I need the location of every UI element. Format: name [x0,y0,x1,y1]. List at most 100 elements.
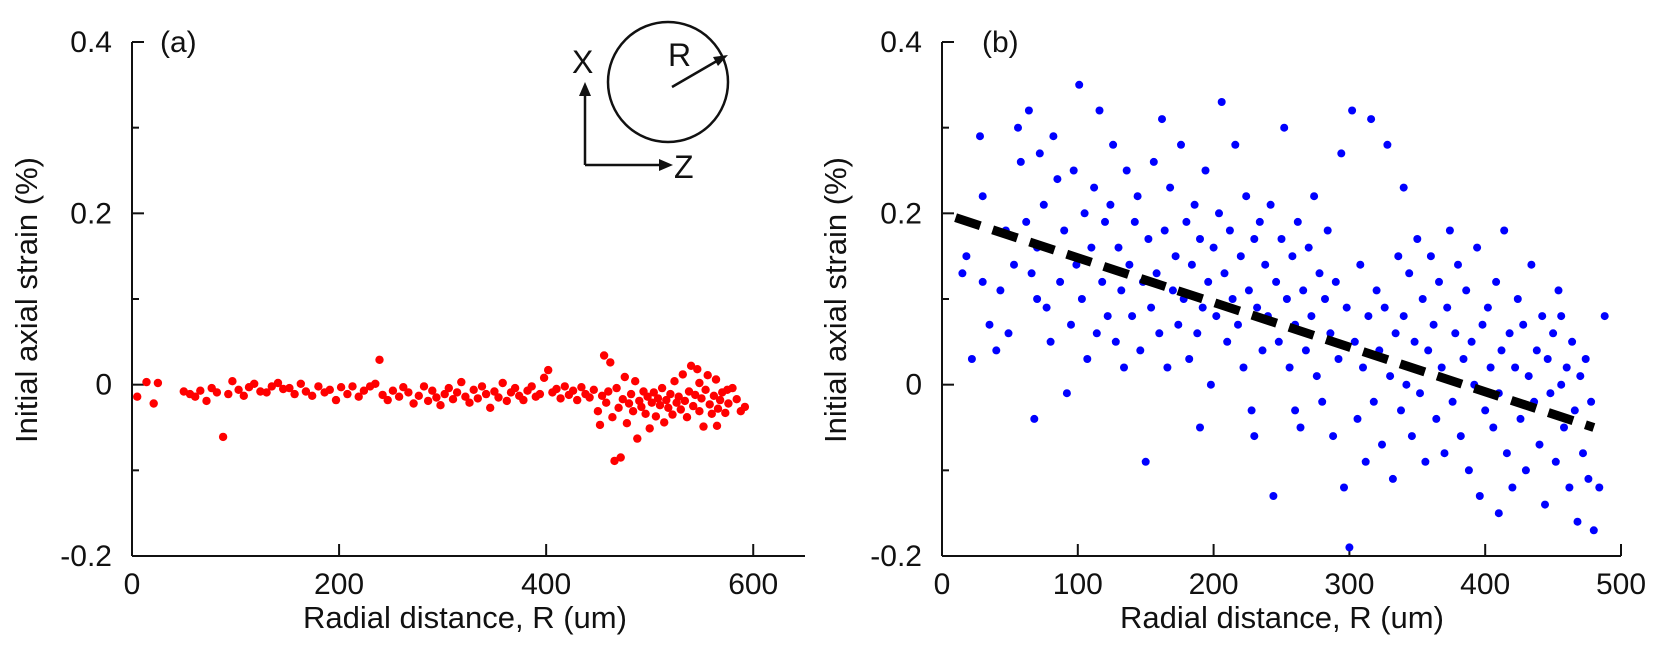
data-point [375,355,384,364]
data-point [394,392,404,401]
data-point [440,389,449,399]
data-point [1350,337,1359,346]
data-point [1168,286,1177,295]
data-point [1196,423,1204,432]
data-point [1435,277,1443,286]
data-point [1080,209,1089,218]
data-point [285,383,294,393]
data-point [585,393,594,402]
data-point [1329,432,1338,441]
data-point [653,394,663,403]
data-point [713,404,723,413]
data-point [1475,492,1484,500]
data-point [196,386,205,395]
data-point [1185,355,1194,363]
inset-radius-label: R [668,37,691,73]
data-point [1467,337,1476,346]
data-point [1158,115,1166,124]
data-point [1253,303,1262,312]
data-point [1077,295,1086,303]
data-point [552,384,561,394]
data-point [1030,414,1039,423]
data-point [695,407,704,416]
data-point [643,392,652,401]
data-point [606,358,615,367]
data-point [202,396,211,406]
data-point [1236,252,1245,261]
data-point [1454,260,1462,269]
data-point [732,395,741,404]
data-point [1386,372,1395,381]
data-point [651,412,661,421]
data-point [1508,483,1517,492]
data-point [622,419,632,428]
data-point [1402,380,1411,389]
data-point [1250,432,1259,441]
data-point [602,398,611,407]
data-point [544,365,553,375]
data-point [1106,200,1115,209]
data-point [1323,226,1332,235]
data-point [568,386,578,395]
data-point [1069,166,1078,175]
data-point [1576,372,1585,381]
data-point [1027,269,1036,278]
data-point [1231,140,1240,149]
data-point [1315,269,1324,278]
data-point [1010,260,1018,269]
y-tick-label: 0.2 [70,197,112,230]
data-point [1046,337,1055,346]
data-point [1554,286,1563,295]
data-point [1426,252,1435,261]
data-point [331,395,341,405]
inset-z-label: Z [674,149,694,185]
data-point [1196,235,1204,243]
data-point [1293,217,1302,226]
data-point [1299,286,1308,295]
data-point [1369,397,1378,406]
data-point [1437,363,1446,372]
data-point [1516,414,1525,423]
data-point [1513,295,1522,303]
data-point [1557,312,1566,321]
data-point [1380,303,1389,312]
data-point [1250,235,1259,243]
data-point [608,413,617,422]
data-point [633,434,642,443]
data-point [1228,295,1237,303]
data-point [1152,269,1161,278]
y-tick-label: -0.2 [60,540,112,573]
data-point [1062,389,1071,398]
data-point [262,388,271,397]
data-point [589,385,598,394]
data-point [996,286,1005,295]
data-point [1326,329,1335,338]
data-point [1448,397,1457,406]
data-point [1494,509,1503,518]
data-point [1321,295,1329,303]
data-point [1502,449,1511,458]
data-point [1538,312,1547,321]
trend-line [954,213,1596,432]
data-point [444,383,453,393]
data-point [1524,372,1533,381]
data-point [595,420,605,430]
data-point [256,387,265,396]
data-point [723,385,732,394]
data-point [414,391,423,400]
data-point [428,386,437,395]
data-point [1223,337,1232,346]
data-point [1511,363,1520,372]
data-point [624,399,634,408]
data-point [573,395,582,405]
data-point [383,395,392,405]
data-point [1255,217,1264,226]
data-point [1348,106,1357,115]
data-point [1312,372,1321,381]
data-point [1364,312,1373,321]
data-point [676,405,685,414]
data-point [1014,123,1022,132]
data-point [1407,432,1416,441]
data-point [705,400,714,409]
data-point [191,392,200,401]
